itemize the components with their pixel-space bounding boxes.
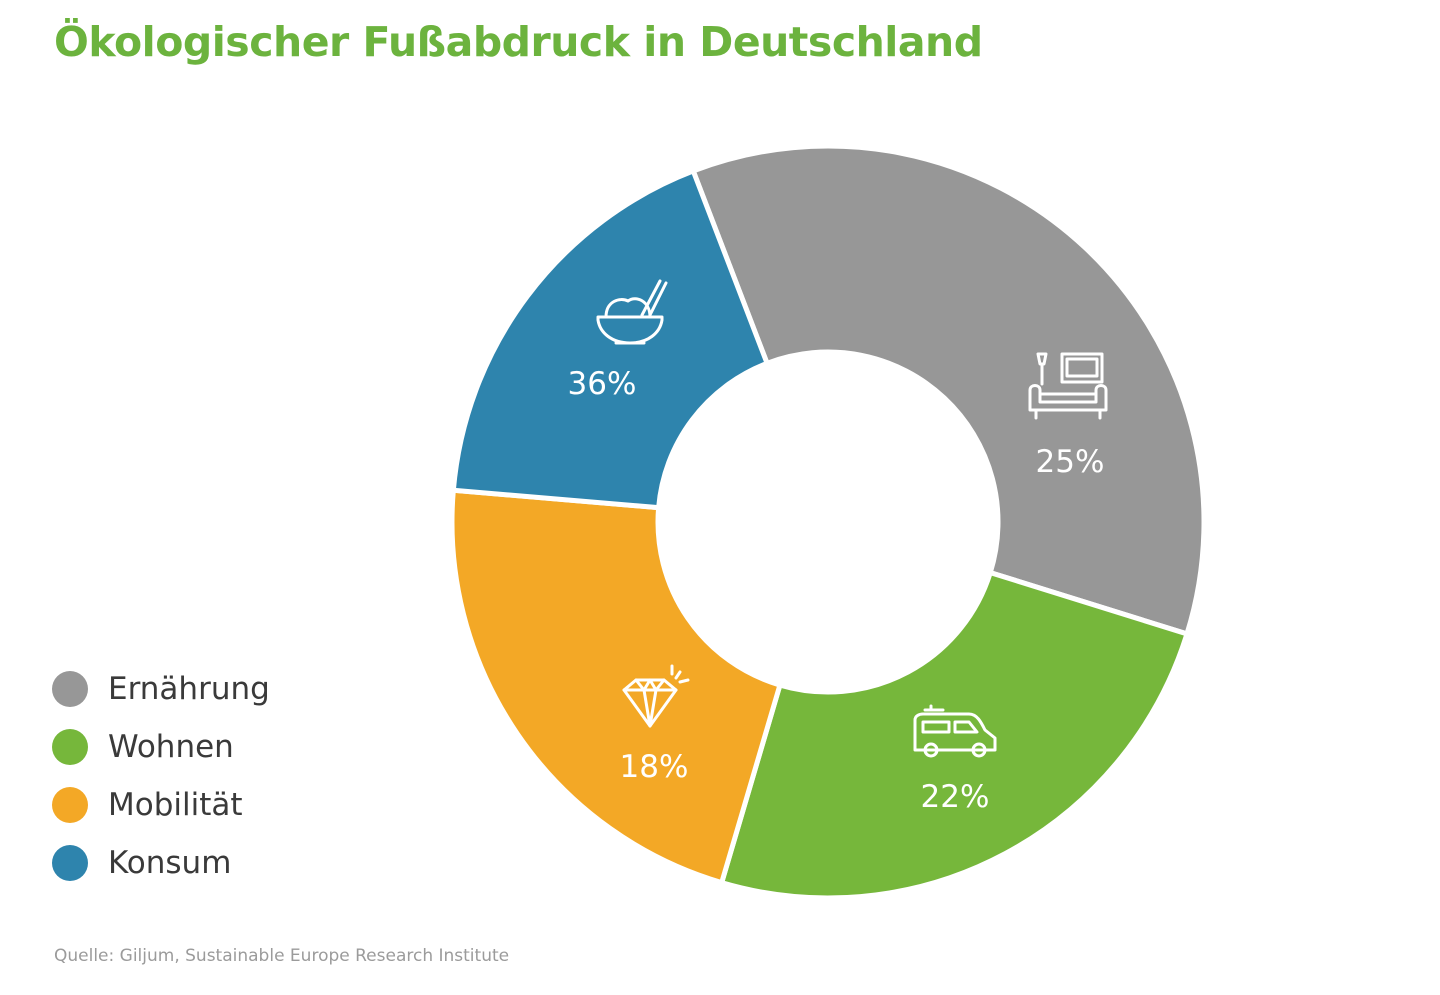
slices-group: [449, 143, 1207, 901]
legend-label-mobilitaet: Mobilität: [108, 787, 243, 823]
legend-label-ernaehrung: Ernährung: [108, 671, 270, 707]
legend-item-mobilitaet: Mobilität: [52, 776, 270, 834]
van-icon: [913, 704, 997, 758]
legend-label-konsum: Konsum: [108, 845, 232, 881]
slice-wohnen: [718, 569, 1191, 901]
icons-group: [596, 279, 1108, 758]
legend: Ernährung Wohnen Mobilität Konsum: [52, 660, 270, 892]
living-room-icon: [1028, 352, 1108, 420]
value-label-mobilitaet: 22%: [921, 779, 990, 815]
source-note: Quelle: Giljum, Sustainable Europe Resea…: [54, 946, 510, 966]
chart-title: Ökologischer Fußabdruck in Deutschland: [54, 18, 983, 66]
diamond-icon: [622, 664, 690, 728]
value-label-wohnen: 25%: [1036, 444, 1105, 480]
legend-item-ernaehrung: Ernährung: [52, 660, 270, 718]
value-labels-group: 36% 25% 22% 18%: [568, 366, 1105, 815]
slice-mobilitaet: [449, 487, 784, 886]
legend-swatch-ernaehrung: [52, 671, 88, 707]
legend-item-wohnen: Wohnen: [52, 718, 270, 776]
legend-swatch-konsum: [52, 845, 88, 881]
legend-swatch-wohnen: [52, 729, 88, 765]
legend-label-wohnen: Wohnen: [108, 729, 234, 765]
legend-swatch-mobilitaet: [52, 787, 88, 823]
rice-bowl-icon: [596, 279, 668, 345]
value-label-konsum: 18%: [620, 749, 689, 785]
slice-ernaehrung: [690, 143, 1207, 638]
legend-item-konsum: Konsum: [52, 834, 270, 892]
value-label-ernaehrung: 36%: [568, 366, 637, 402]
